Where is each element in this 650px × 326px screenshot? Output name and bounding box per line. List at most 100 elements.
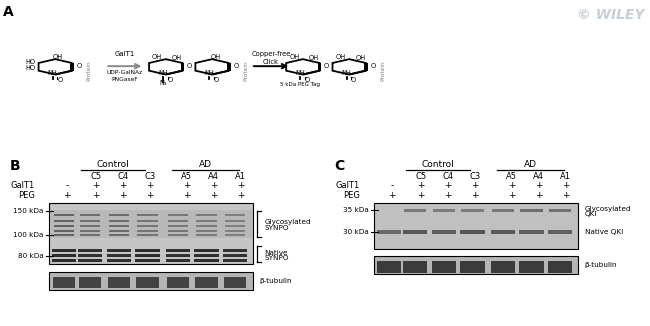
Bar	[109, 234, 129, 236]
Bar	[196, 234, 216, 236]
Bar	[433, 209, 455, 212]
Bar	[166, 277, 189, 289]
Text: NH: NH	[295, 70, 305, 76]
Bar	[49, 203, 254, 264]
Bar	[53, 214, 74, 216]
Bar	[224, 277, 246, 289]
Text: O: O	[233, 63, 239, 69]
Bar	[135, 249, 159, 252]
Bar	[491, 261, 515, 273]
Text: +: +	[146, 191, 153, 200]
Text: Protein: Protein	[380, 60, 385, 81]
Text: Click: Click	[263, 59, 279, 65]
Text: 100 kDa: 100 kDa	[14, 232, 44, 238]
Bar	[109, 214, 129, 216]
Bar	[432, 261, 456, 273]
Polygon shape	[364, 63, 368, 71]
Polygon shape	[70, 63, 73, 71]
Text: QKI: QKI	[585, 211, 597, 217]
Bar	[549, 209, 571, 212]
Text: A4: A4	[533, 172, 544, 181]
Text: 30 kDa: 30 kDa	[343, 229, 369, 235]
Text: OH: OH	[172, 54, 182, 61]
Bar	[194, 259, 218, 262]
Bar	[109, 219, 129, 222]
Text: +: +	[210, 191, 217, 200]
Bar	[196, 225, 216, 227]
Bar	[194, 254, 218, 257]
Bar	[49, 272, 254, 290]
Bar	[168, 219, 188, 222]
Text: C: C	[335, 159, 345, 173]
Bar	[51, 249, 76, 252]
Text: UDP-GalNAz: UDP-GalNAz	[107, 70, 143, 75]
Text: Glycosylated: Glycosylated	[585, 206, 631, 212]
Text: PNGaseF: PNGaseF	[112, 77, 138, 82]
Bar	[194, 249, 218, 252]
Bar	[460, 261, 484, 273]
Text: © WILEY: © WILEY	[577, 8, 645, 22]
Text: -: -	[66, 181, 69, 190]
Text: +: +	[471, 191, 478, 200]
Text: A1: A1	[560, 172, 571, 181]
Text: N₃: N₃	[159, 80, 167, 86]
Bar	[460, 230, 484, 234]
Text: HO: HO	[25, 59, 36, 65]
Bar	[166, 254, 190, 257]
Text: O: O	[77, 63, 82, 69]
Bar	[403, 230, 428, 234]
Text: AD: AD	[524, 160, 537, 170]
Bar	[53, 230, 74, 232]
Text: A4: A4	[208, 172, 219, 181]
Bar	[80, 230, 101, 232]
Text: Protein: Protein	[243, 60, 248, 81]
Bar	[461, 209, 484, 212]
Text: NH: NH	[48, 70, 57, 76]
Text: O: O	[305, 77, 310, 83]
Text: +: +	[210, 181, 217, 190]
Polygon shape	[165, 70, 183, 75]
Polygon shape	[318, 63, 321, 71]
Bar	[404, 209, 426, 212]
Bar	[51, 254, 76, 257]
Bar	[109, 230, 129, 232]
Text: GalT1: GalT1	[114, 52, 135, 57]
Bar	[78, 249, 103, 252]
Bar	[196, 219, 216, 222]
Text: +: +	[417, 181, 424, 190]
Bar	[548, 230, 572, 234]
Bar	[491, 230, 515, 234]
Text: +: +	[535, 191, 542, 200]
Text: +: +	[562, 181, 569, 190]
Text: OH: OH	[289, 54, 299, 60]
Bar	[225, 225, 245, 227]
Text: -: -	[391, 181, 394, 190]
Text: A: A	[3, 5, 14, 19]
Bar	[548, 261, 572, 273]
Text: O: O	[214, 77, 219, 83]
Text: OH: OH	[152, 54, 162, 60]
Polygon shape	[302, 70, 320, 75]
Text: B: B	[10, 159, 20, 173]
Polygon shape	[348, 70, 367, 75]
Bar	[53, 234, 74, 236]
Text: Copper-free: Copper-free	[252, 52, 291, 57]
Polygon shape	[227, 63, 231, 71]
Text: +: +	[237, 191, 244, 200]
Bar	[225, 230, 245, 232]
Bar	[107, 254, 131, 257]
Text: OH: OH	[53, 54, 63, 60]
Bar	[225, 234, 245, 236]
Bar	[135, 254, 159, 257]
Text: NH: NH	[342, 70, 352, 76]
Text: C5: C5	[415, 172, 426, 181]
Bar	[80, 214, 101, 216]
Text: C3: C3	[144, 172, 155, 181]
Bar	[135, 259, 159, 262]
Text: +: +	[535, 181, 542, 190]
Bar	[374, 203, 578, 249]
Text: PEG: PEG	[343, 191, 360, 200]
Text: +: +	[119, 191, 127, 200]
Text: +: +	[119, 181, 127, 190]
Text: Native: Native	[264, 249, 288, 256]
